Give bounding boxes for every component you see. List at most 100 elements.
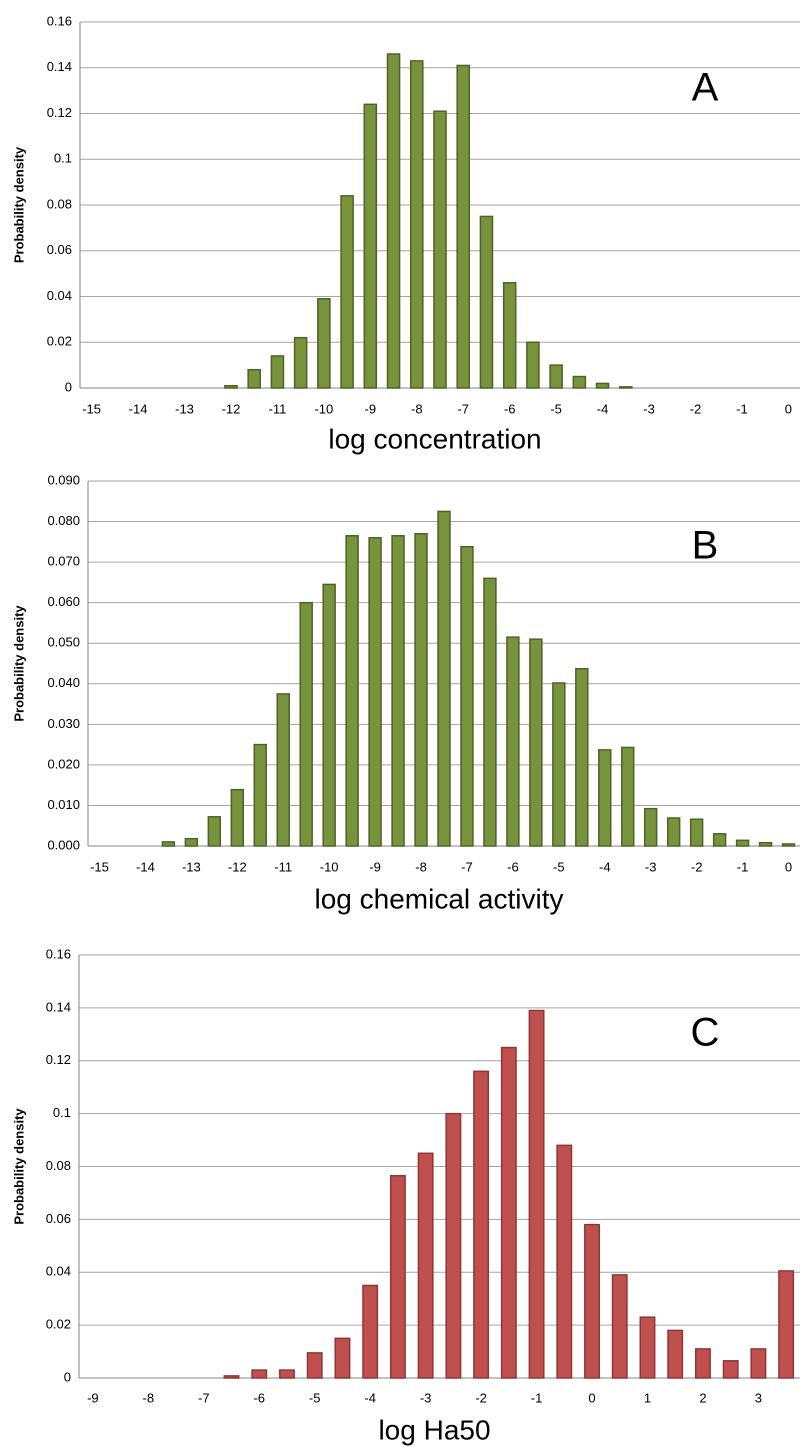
bar <box>689 818 704 847</box>
panel-letter: A <box>692 66 719 110</box>
bar <box>526 341 540 389</box>
bar <box>694 1348 711 1379</box>
bar <box>293 336 308 389</box>
y-tick-label: 0.12 <box>47 105 72 120</box>
x-axis-title: log Ha50 <box>378 1414 490 1445</box>
y-tick-label: 0.14 <box>47 59 72 74</box>
bar <box>549 364 563 389</box>
bar <box>386 53 401 389</box>
bar <box>184 837 199 847</box>
x-tick-label: 2 <box>699 1390 706 1405</box>
bar <box>207 816 222 847</box>
x-tick-label: -14 <box>129 401 148 416</box>
bar <box>500 1046 517 1379</box>
bar <box>750 1348 767 1379</box>
x-tick-label: 3 <box>755 1390 762 1405</box>
bar <box>598 749 612 847</box>
bar <box>253 743 267 847</box>
bar <box>506 636 520 847</box>
bar <box>230 788 245 847</box>
x-tick-label: -3 <box>420 1390 432 1405</box>
x-tick-label: -9 <box>369 859 381 874</box>
x-axis-title: log concentration <box>328 423 541 454</box>
y-tick-label: 0.08 <box>47 196 72 211</box>
x-tick-label: -2 <box>691 859 703 874</box>
x-tick-label: -15 <box>90 859 109 874</box>
bar <box>456 64 471 389</box>
bar <box>667 1329 684 1379</box>
x-tick-label: -6 <box>507 859 519 874</box>
x-tick-label: -5 <box>309 1390 321 1405</box>
bar <box>735 839 750 847</box>
x-tick-label: -12 <box>222 401 241 416</box>
bar <box>306 1352 323 1379</box>
x-tick-label: -10 <box>314 401 333 416</box>
bar <box>409 60 424 389</box>
y-tick-label: 0.1 <box>53 1105 71 1120</box>
y-axis-title: Probability density <box>11 605 26 722</box>
y-tick-label: 0.02 <box>47 334 72 349</box>
x-tick-label: -14 <box>136 859 155 874</box>
y-tick-label: 0.040 <box>47 675 80 690</box>
bar <box>224 384 238 389</box>
x-tick-label: -10 <box>320 859 339 874</box>
bar <box>643 807 658 847</box>
bar <box>433 110 447 389</box>
bar <box>778 1270 795 1379</box>
y-tick-label: 0.08 <box>46 1158 71 1173</box>
x-tick-label: -5 <box>550 401 562 416</box>
y-tick-label: 0.050 <box>47 635 80 650</box>
x-tick-label: -4 <box>597 401 609 416</box>
x-tick-label: -15 <box>82 401 101 416</box>
x-tick-label: -7 <box>198 1390 210 1405</box>
bar <box>584 1223 600 1379</box>
y-tick-label: 0.030 <box>47 716 80 731</box>
bar <box>414 532 428 847</box>
y-tick-label: 0 <box>64 1369 71 1384</box>
y-tick-label: 0.070 <box>47 554 80 569</box>
x-tick-label: -9 <box>87 1390 99 1405</box>
y-tick-label: 0.1 <box>54 151 72 166</box>
x-tick-label: 0 <box>588 1390 595 1405</box>
x-tick-label: -2 <box>690 401 702 416</box>
bar <box>483 577 497 847</box>
y-tick-label: 0.060 <box>47 594 80 609</box>
bar <box>781 843 796 847</box>
y-tick-label: 0.16 <box>46 946 71 961</box>
bar <box>758 842 773 847</box>
x-axis-title: log chemical activity <box>315 883 564 914</box>
y-tick-label: 0.080 <box>47 513 80 528</box>
bar <box>619 386 633 389</box>
y-tick-label: 0.12 <box>46 1052 71 1067</box>
y-tick-label: 0.090 <box>47 472 80 487</box>
bar <box>270 355 285 389</box>
y-tick-label: 0.04 <box>46 1264 71 1279</box>
y-axis-title: Probability density <box>11 1108 26 1225</box>
bar <box>528 1009 545 1379</box>
bar <box>437 510 451 847</box>
bar <box>552 682 566 847</box>
bar <box>479 215 494 389</box>
x-tick-label: 0 <box>785 859 792 874</box>
bar <box>299 601 313 847</box>
x-tick-label: -6 <box>504 401 516 416</box>
y-tick-label: 0.06 <box>46 1211 71 1226</box>
bar <box>247 368 261 389</box>
bar <box>417 1152 434 1379</box>
x-tick-label: -8 <box>415 859 427 874</box>
bar <box>621 746 635 847</box>
x-tick-label: -2 <box>475 1390 487 1405</box>
y-tick-label: 0.06 <box>47 242 72 257</box>
x-tick-label: -1 <box>736 401 748 416</box>
bar <box>460 545 474 847</box>
x-tick-label: -4 <box>599 859 611 874</box>
bar <box>389 1175 406 1379</box>
bar <box>556 1144 573 1379</box>
bar <box>473 1070 490 1379</box>
y-tick-label: 0.010 <box>47 797 80 812</box>
bar <box>502 282 517 389</box>
bar <box>363 103 378 389</box>
bar <box>362 1284 379 1379</box>
bar <box>595 382 610 389</box>
